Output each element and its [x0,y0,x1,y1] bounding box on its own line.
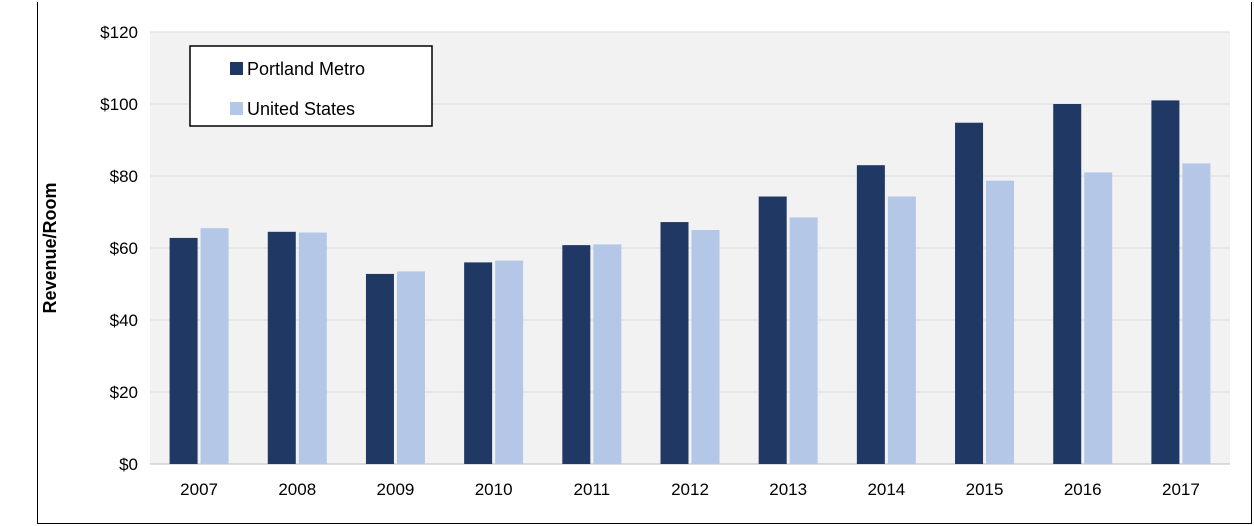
bar-united-states-2008 [298,232,327,464]
y-tick-label: $100 [100,95,138,114]
bar-portland-metro-2013 [758,196,787,464]
bar-united-states-2016 [1084,172,1113,464]
bar-portland-metro-2012 [660,222,689,464]
x-tick-label: 2008 [278,480,316,499]
y-axis-ticks: $0 $20 $40 $60 $80 $100 $120 [100,23,138,474]
legend-swatch-portland [230,62,243,75]
bar-portland-metro-2007 [169,237,198,464]
y-tick-label: $60 [110,239,138,258]
bar-united-states-2011 [593,244,622,464]
y-axis-title: Revenue/Room [40,182,60,313]
legend-swatch-us [230,102,243,115]
y-tick-label: $40 [110,311,138,330]
bar-united-states-2007 [200,228,229,464]
bar-united-states-2010 [495,260,524,464]
bar-portland-metro-2014 [856,165,885,464]
bar-portland-metro-2009 [365,273,394,464]
x-tick-label: 2017 [1162,480,1200,499]
gridlines [150,31,1230,465]
bar-portland-metro-2011 [562,245,591,464]
bar-united-states-2012 [691,230,720,464]
x-tick-label: 2013 [769,480,807,499]
bar-united-states-2015 [986,180,1015,464]
y-tick-label: $120 [100,23,138,42]
x-tick-label: 2011 [574,480,611,499]
x-tick-label: 2015 [966,480,1004,499]
x-axis-ticks: 2007 2008 2009 2010 2011 2012 2013 2014 2015 2016… [180,480,1200,499]
legend-label-portland: Portland Metro [247,59,365,79]
y-tick-label: $20 [110,383,138,402]
x-tick-label: 2009 [377,480,415,499]
x-tick-label: 2007 [180,480,218,499]
bar-portland-metro-2017 [1151,100,1180,465]
bar-portland-metro-2016 [1053,104,1082,464]
chart-frame [37,2,1252,524]
x-tick-label: 2010 [475,480,513,499]
y-tick-label: $80 [110,167,138,186]
x-tick-label: 2012 [671,480,709,499]
bar-united-states-2014 [887,196,916,464]
y-tick-label: $0 [119,455,138,474]
legend: Portland Metro United States [189,45,433,127]
bars [169,100,1211,465]
bar-portland-metro-2010 [464,262,493,464]
bar-portland-metro-2015 [955,122,984,464]
x-tick-label: 2016 [1064,480,1102,499]
bar-united-states-2009 [396,271,425,464]
bar-united-states-2017 [1182,163,1211,464]
legend-label-us: United States [247,99,355,119]
x-tick-label: 2014 [867,480,905,499]
bar-portland-metro-2008 [267,231,296,464]
bar-united-states-2013 [789,217,818,464]
